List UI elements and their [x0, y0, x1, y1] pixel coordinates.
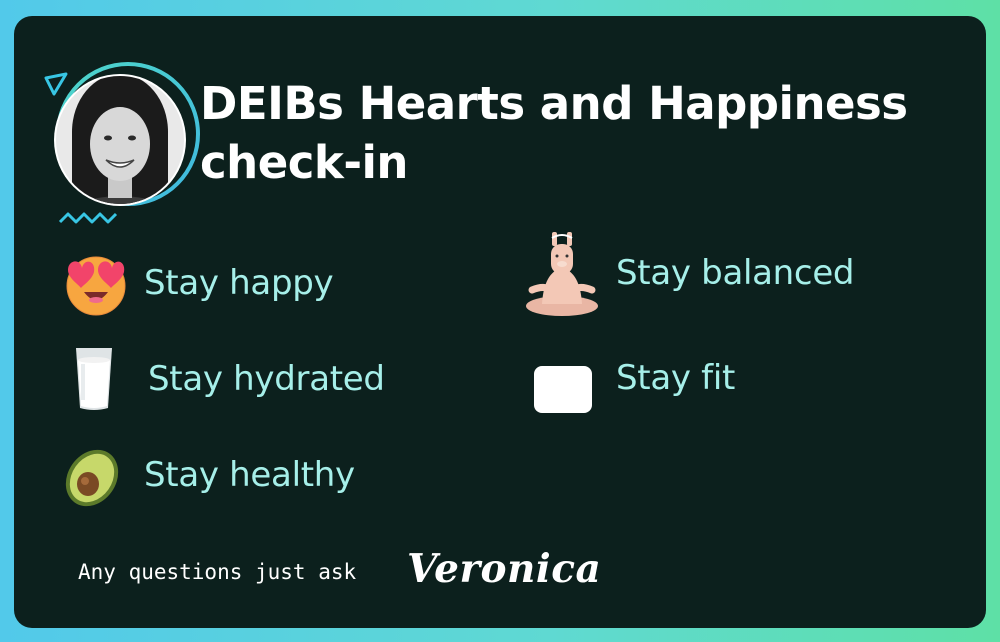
list-item-label: Stay balanced [616, 253, 855, 293]
list-item-label: Stay fit [616, 358, 736, 398]
avatar [42, 54, 202, 234]
list-item-stay-healthy: Stay healthy [58, 440, 355, 510]
list-item-label: Stay happy [144, 263, 334, 303]
avocado-emoji-icon [65, 449, 119, 507]
list-item-label: Stay hydrated [148, 359, 385, 399]
list-item-stay-hydrated: Stay hydrated [64, 346, 385, 412]
list-item-stay-fit: Stay fit [616, 358, 735, 398]
list-item-stay-balanced: Stay balanced [522, 228, 855, 318]
footer-text: Any questions just ask [78, 560, 357, 584]
checkin-card: DEIBs Hearts and Happiness check-in Stay… [14, 16, 986, 628]
avatar-portrait-icon [44, 62, 200, 224]
page-title: DEIBs Hearts and Happiness check-in [200, 77, 908, 189]
list-item-stay-happy: Stay happy [60, 250, 334, 316]
blank-emoji-icon [534, 366, 592, 413]
list-item-label: Stay healthy [144, 455, 355, 495]
heart-eyes-emoji-icon [66, 256, 126, 316]
glass-of-milk-emoji-icon [76, 348, 112, 410]
meditating-llama-icon [526, 232, 598, 316]
signature: Veronica [407, 546, 602, 592]
